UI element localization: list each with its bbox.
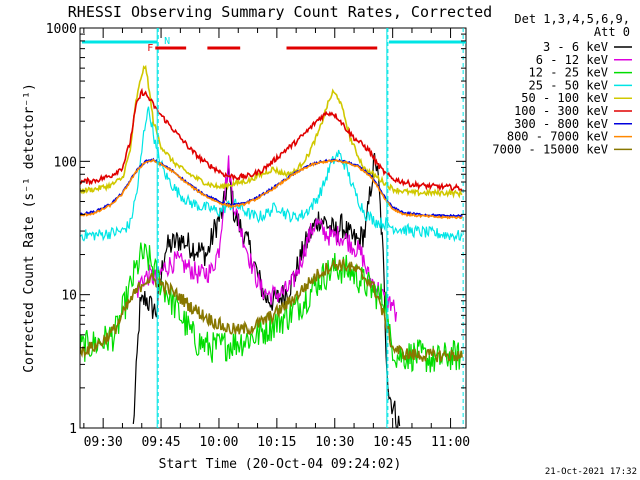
x-axis-label: Start Time (20-Oct-04 09:24:02) [159,457,402,472]
series-line-7000-15000-kev [80,258,463,363]
x-tick-label: 09:30 [84,435,123,450]
timestamp-label: 21-Oct-2021 17:32 [545,467,637,477]
y-axis-label: Corrected Count Rate (s⁻¹ detector⁻¹) [22,83,37,373]
series-line-12-25-kev [80,242,463,373]
plot-frame [79,27,467,429]
legend-entry-label: 7000 - 15000 keV [492,142,608,156]
legend-entry-label: 300 - 800 keV [514,117,608,131]
x-tick-label: 10:15 [257,435,296,450]
chart-title: RHESSI Observing Summary Count Rates, Co… [68,3,492,21]
x-tick-label: 11:00 [431,435,470,450]
series-line-6-12-kev [135,155,398,322]
legend-header: Att 0 [594,25,630,39]
x-tick-label: 10:45 [373,435,412,450]
y-tick-label: 1000 [46,22,77,37]
legend-entry-label: 50 - 100 keV [521,91,608,105]
legend-entry-label: 12 - 25 keV [529,66,608,80]
legend-header: Det 1,3,4,5,6,9, [514,12,630,26]
legend-entry-label: 3 - 6 keV [543,40,608,54]
x-tick-label: 10:00 [199,435,238,450]
x-tick-label: 09:45 [141,435,180,450]
legend-entry-label: 800 - 7000 keV [507,130,608,144]
legend-entry-label: 6 - 12 keV [536,53,608,67]
y-tick-label: 1 [69,422,77,437]
night-flag-letter: N [164,36,170,47]
series-line-800-7000-kev [80,158,463,220]
plot-area: FN 1 10 100 1000 09:30 09:45 10:00 10:15 10:30 10:… [46,22,470,450]
series-line-25-50-kev [80,106,463,243]
flare-flag-letter: F [147,43,153,54]
legend-entry-label: 100 - 300 keV [514,104,608,118]
x-tick-label: 10:30 [315,435,354,450]
legend-entry-label: 25 - 50 keV [529,78,608,92]
y-tick-label: 100 [54,155,77,170]
y-tick-label: 10 [61,289,77,304]
series-line-100-300-kev [80,87,463,192]
series-line-50-100-kev [80,64,463,199]
series-group [80,64,463,428]
series-line-3-6-kev [132,152,401,428]
